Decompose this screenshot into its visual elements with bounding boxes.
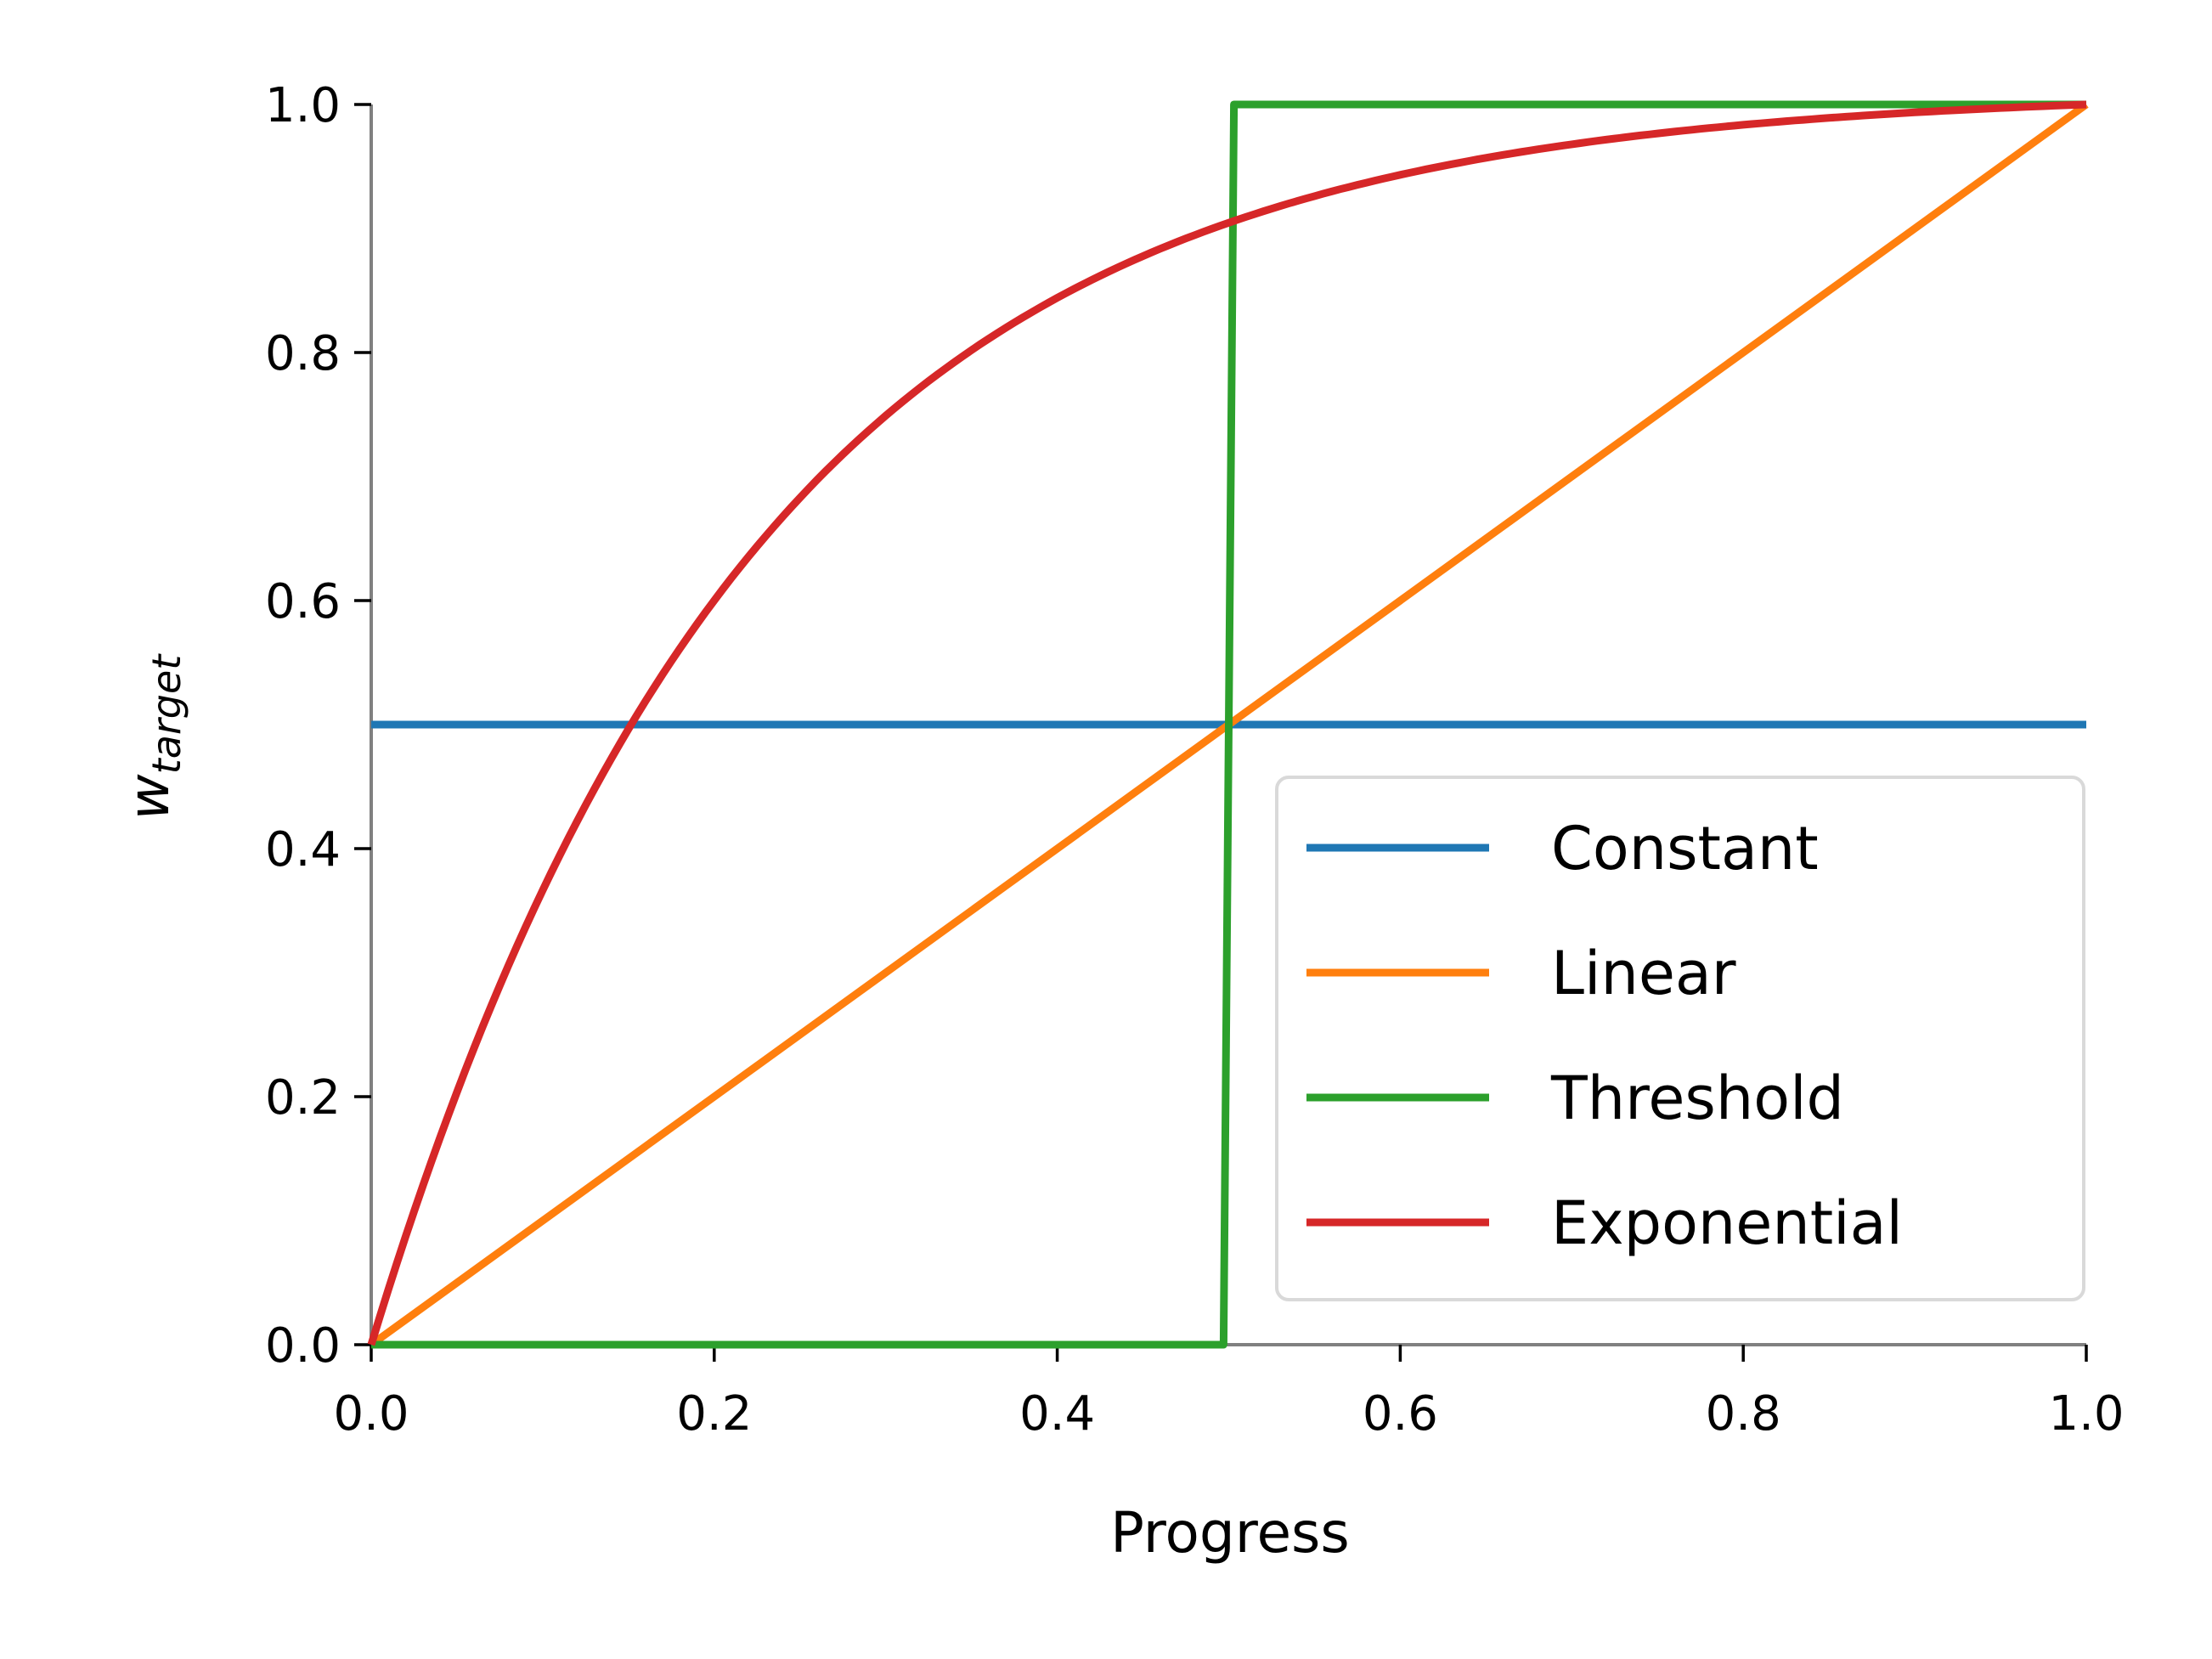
axes: 0.0 0.2 0.4 0.6 0.8 1.0 0.0 0.2 0.4 0.6 0.8 1.0	[265, 78, 2125, 1442]
legend-label-constant: Constant	[1551, 814, 1819, 883]
legend-label-threshold: Threshold	[1550, 1064, 1844, 1133]
y-axis-label: wtarget	[116, 653, 189, 821]
y-tick-label: 1.0	[265, 78, 341, 133]
x-tick-label: 1.0	[2048, 1386, 2124, 1442]
y-tick-label: 0.2	[265, 1070, 341, 1126]
x-axis-label: Progress	[1110, 1500, 1350, 1566]
series-line-exponential	[367, 100, 2087, 1346]
legend-label-exponential: Exponential	[1551, 1188, 1903, 1258]
x-tick-label: 0.2	[676, 1386, 752, 1442]
y-axis-label-sub: target	[144, 653, 189, 775]
x-tick-label: 0.6	[1363, 1386, 1438, 1442]
x-tick-label: 0.8	[1706, 1386, 1781, 1442]
x-tick-label: 0.4	[1019, 1386, 1095, 1442]
y-tick-label: 0.8	[265, 326, 341, 381]
y-tick-label: 0.4	[265, 822, 341, 877]
legend: Constant Linear Threshold Exponential	[1275, 776, 2085, 1301]
plot-area	[367, 100, 2089, 1349]
y-tick-label: 0.6	[265, 574, 341, 629]
series-line-threshold	[371, 100, 2086, 1349]
y-tick-label: 0.0	[265, 1318, 341, 1374]
x-tick-label: 0.0	[333, 1386, 409, 1442]
y-axis-label-main: w	[116, 773, 182, 820]
legend-box	[1275, 776, 2085, 1301]
legend-label-linear: Linear	[1551, 939, 1736, 1008]
